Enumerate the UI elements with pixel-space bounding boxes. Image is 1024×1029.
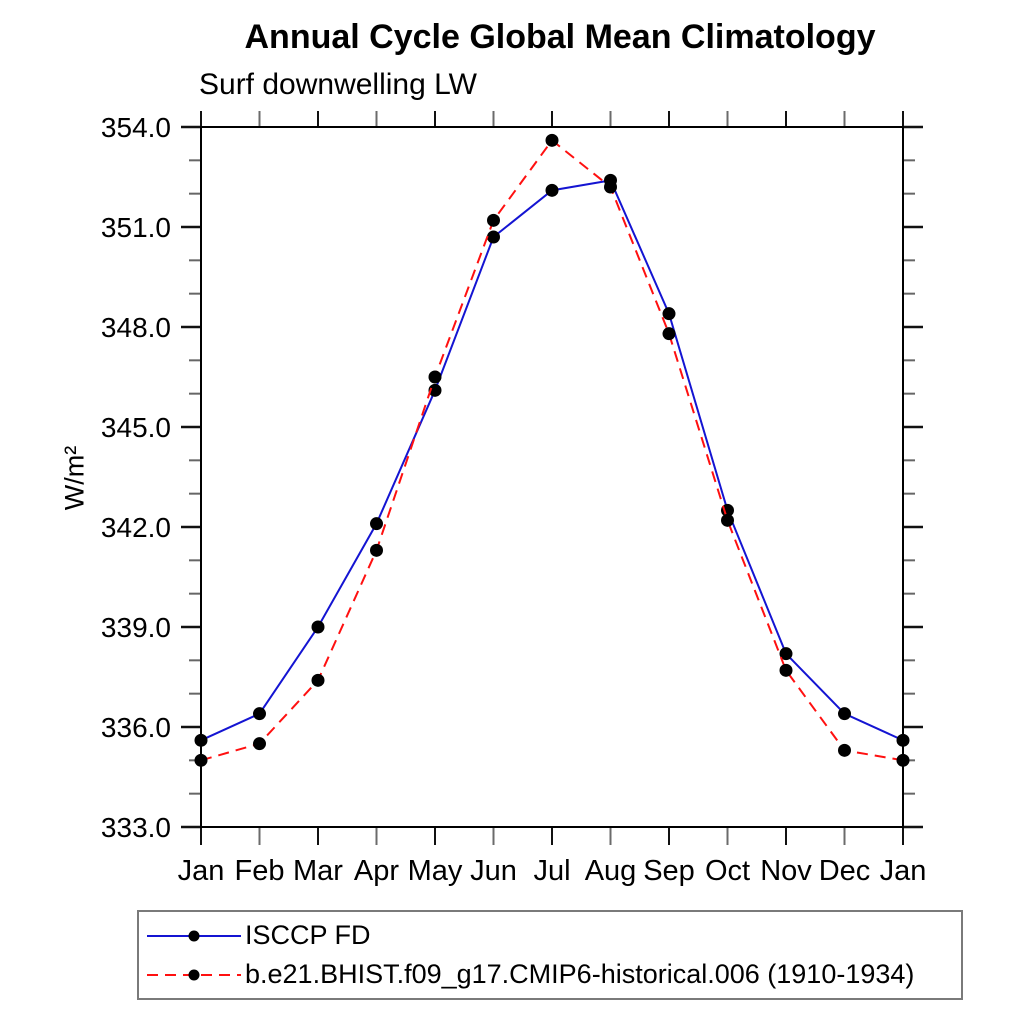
- chart-subtitle: Surf downwelling LW: [199, 68, 477, 101]
- svg-text:Dec: Dec: [819, 855, 871, 887]
- svg-text:Jul: Jul: [533, 855, 570, 887]
- svg-text:333.0: 333.0: [101, 812, 171, 843]
- series-line-1: [200, 138, 904, 762]
- svg-text:Mar: Mar: [293, 855, 343, 887]
- x-tick-labels: Jan Feb Mar Apr May Jun Jul Aug Sep Oct Nov Dec Jan: [178, 855, 927, 887]
- svg-text:Jun: Jun: [470, 855, 517, 887]
- legend: ISCCP FD b.e21.BHIST.f09_g17.CMIP6-histo…: [137, 910, 963, 1000]
- series-markers-1: [194, 133, 910, 767]
- svg-text:Sep: Sep: [643, 855, 695, 887]
- svg-text:Jan: Jan: [880, 855, 927, 887]
- svg-text:342.0: 342.0: [101, 512, 171, 543]
- series-line-0: [200, 179, 904, 742]
- svg-text:Jan: Jan: [178, 855, 225, 887]
- svg-text:Apr: Apr: [354, 855, 399, 887]
- svg-text:Oct: Oct: [705, 855, 750, 887]
- svg-text:336.0: 336.0: [101, 712, 171, 743]
- legend-label-observation: ISCCP FD: [245, 920, 371, 950]
- svg-text:Aug: Aug: [585, 855, 637, 887]
- legend-solid-line-sample: [147, 930, 241, 941]
- svg-text:Nov: Nov: [760, 855, 812, 887]
- svg-text:354.0: 354.0: [101, 112, 171, 143]
- legend-item-model: b.e21.BHIST.f09_g17.CMIP6-historical.006…: [145, 956, 961, 994]
- y-axis-ticks: [181, 125, 923, 829]
- chart-title: Annual Cycle Global Mean Climatology: [244, 18, 876, 56]
- svg-text:339.0: 339.0: [101, 612, 171, 643]
- y-tick-labels: 333.0 336.0 339.0 342.0 345.0 348.0 351.0 354.0: [101, 112, 171, 843]
- plot-frame: [200, 126, 904, 828]
- svg-text:345.0: 345.0: [101, 412, 171, 443]
- series-markers-0: [194, 173, 910, 747]
- svg-text:351.0: 351.0: [101, 212, 171, 243]
- x-axis-ticks: [200, 111, 904, 845]
- svg-text:Feb: Feb: [235, 855, 285, 887]
- legend-dashed-line-sample: [147, 969, 241, 980]
- legend-label-model: b.e21.BHIST.f09_g17.CMIP6-historical.006…: [245, 959, 915, 989]
- legend-item-observation: ISCCP FD: [145, 917, 961, 955]
- svg-text:May: May: [408, 855, 463, 887]
- svg-text:348.0: 348.0: [101, 312, 171, 343]
